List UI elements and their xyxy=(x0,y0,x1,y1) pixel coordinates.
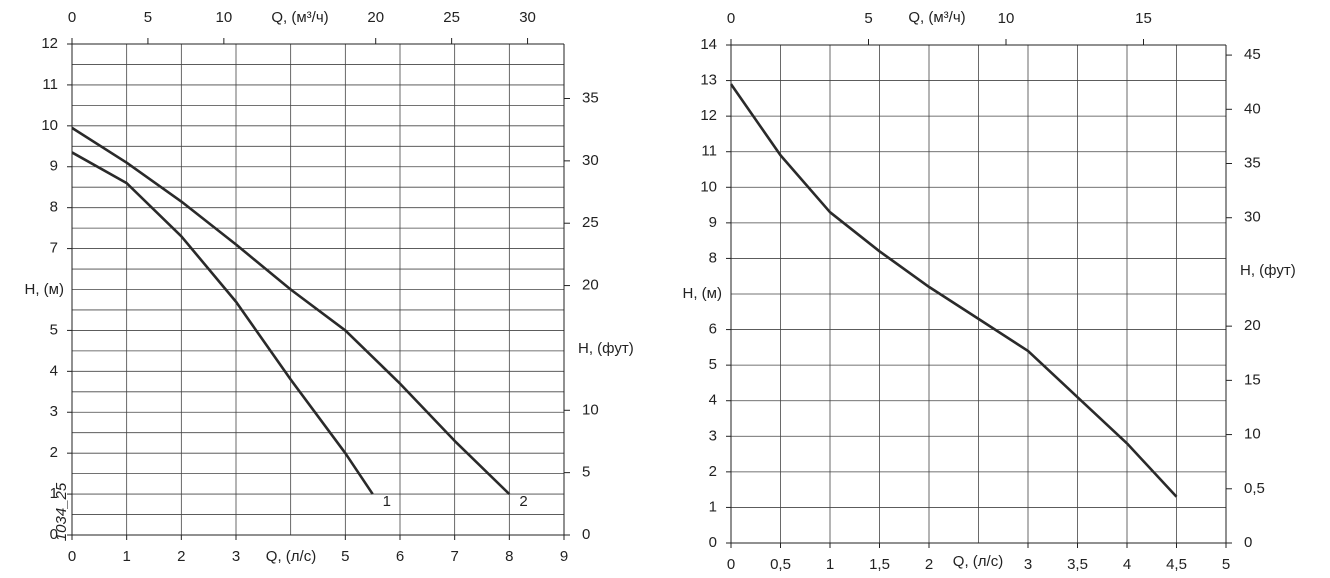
y2-tick-label: 40 xyxy=(1244,100,1261,117)
x-tick-label: 2 xyxy=(177,548,185,565)
x2-tick-label: 10 xyxy=(998,10,1015,27)
y2-tick-label: 10 xyxy=(582,401,599,418)
x2-tick-label: 30 xyxy=(519,9,536,26)
x-tick-label: 2 xyxy=(925,556,933,573)
y-tick-label: 2 xyxy=(709,463,717,480)
x-tick-label: 9 xyxy=(560,548,568,565)
x2-tick-label: 5 xyxy=(144,9,152,26)
y-tick-label: 10 xyxy=(41,117,58,134)
doc-id: 1034_25 xyxy=(53,482,70,541)
y-tick-label: 5 xyxy=(709,356,717,373)
x-tick-label: 4,5 xyxy=(1166,556,1187,573)
x-axis-label: Q, (л/с) xyxy=(266,548,316,565)
y-tick-label: 7 xyxy=(50,240,58,257)
y-tick-label: 4 xyxy=(709,392,717,409)
curve xyxy=(729,83,1178,498)
x-tick-label: 7 xyxy=(450,548,458,565)
x2-tick-label: 5 xyxy=(864,10,872,27)
y2-tick-label: 30 xyxy=(1244,209,1261,226)
y-tick-label: 2 xyxy=(50,444,58,461)
y2-tick-label: 10 xyxy=(1244,426,1261,443)
curve xyxy=(71,126,511,496)
curve-label: 1 xyxy=(383,493,391,510)
x-tick-label: 6 xyxy=(396,548,404,565)
y-tick-label: 5 xyxy=(50,321,58,338)
y2-tick-label: 5 xyxy=(582,464,590,481)
y-tick-label: 0 xyxy=(709,534,717,551)
y-tick-label: 12 xyxy=(700,107,717,124)
x-tick-label: 3 xyxy=(1024,556,1032,573)
y2-tick-label: 0 xyxy=(1244,534,1252,551)
y-tick-label: 11 xyxy=(42,76,58,93)
y-tick-label: 1 xyxy=(50,485,58,502)
y-tick-label: 8 xyxy=(50,199,58,216)
y2-tick-label: 35 xyxy=(1244,154,1261,171)
y2-tick-label: 15 xyxy=(1244,371,1261,388)
y-tick-label: 13 xyxy=(700,72,717,89)
x2-axis-label: Q, (м³/ч) xyxy=(271,9,328,26)
x-tick-label: 1 xyxy=(826,556,834,573)
y2-tick-label: 20 xyxy=(582,277,599,294)
x-tick-label: 0 xyxy=(68,548,76,565)
x-tick-label: 1 xyxy=(122,548,130,565)
x2-tick-label: 0 xyxy=(727,10,735,27)
y2-tick-label: 0,5 xyxy=(1244,480,1265,497)
x-tick-label: 0,5 xyxy=(770,556,791,573)
x2-tick-label: 10 xyxy=(216,9,233,26)
y-tick-label: 10 xyxy=(700,178,717,195)
y-tick-label: 0 xyxy=(50,526,58,543)
y2-tick-label: 25 xyxy=(582,214,599,231)
y-tick-label: 9 xyxy=(50,158,58,175)
y-tick-label: 3 xyxy=(50,403,58,420)
y-tick-label: 8 xyxy=(709,249,717,266)
x-tick-label: 5 xyxy=(1222,556,1230,573)
curve-label: 2 xyxy=(519,493,527,510)
y-tick-label: 14 xyxy=(700,36,717,53)
y2-axis-label: H, (фут) xyxy=(578,340,634,357)
curve xyxy=(71,151,374,495)
x-tick-label: 5 xyxy=(341,548,349,565)
x-axis-label: Q, (л/с) xyxy=(953,553,1003,570)
y-tick-label: 12 xyxy=(41,35,58,52)
x-tick-label: 3,5 xyxy=(1067,556,1088,573)
x-tick-label: 8 xyxy=(505,548,513,565)
x2-tick-label: 20 xyxy=(367,9,384,26)
x2-axis-label: Q, (м³/ч) xyxy=(908,9,965,26)
y2-tick-label: 45 xyxy=(1244,46,1261,63)
x-tick-label: 1,5 xyxy=(869,556,890,573)
y2-axis-label: H, (фут) xyxy=(1240,262,1296,279)
x2-tick-label: 15 xyxy=(1135,10,1152,27)
y-tick-label: 4 xyxy=(50,362,58,379)
y2-tick-label: 35 xyxy=(582,89,599,106)
y-axis-label: H, (м) xyxy=(683,285,722,302)
y-tick-label: 1 xyxy=(709,498,717,515)
y-tick-label: 6 xyxy=(709,321,717,338)
y-axis-label: H, (м) xyxy=(25,281,64,298)
y-tick-label: 9 xyxy=(709,214,717,231)
x-tick-label: 4 xyxy=(1123,556,1131,573)
x2-tick-label: 25 xyxy=(443,9,460,26)
x-tick-label: 3 xyxy=(232,548,240,565)
y2-tick-label: 30 xyxy=(582,152,599,169)
x2-tick-label: 0 xyxy=(68,9,76,26)
y2-tick-label: 20 xyxy=(1244,317,1261,334)
x-tick-label: 0 xyxy=(727,556,735,573)
y2-tick-label: 0 xyxy=(582,526,590,543)
y-tick-label: 3 xyxy=(709,427,717,444)
y-tick-label: 11 xyxy=(701,143,717,160)
